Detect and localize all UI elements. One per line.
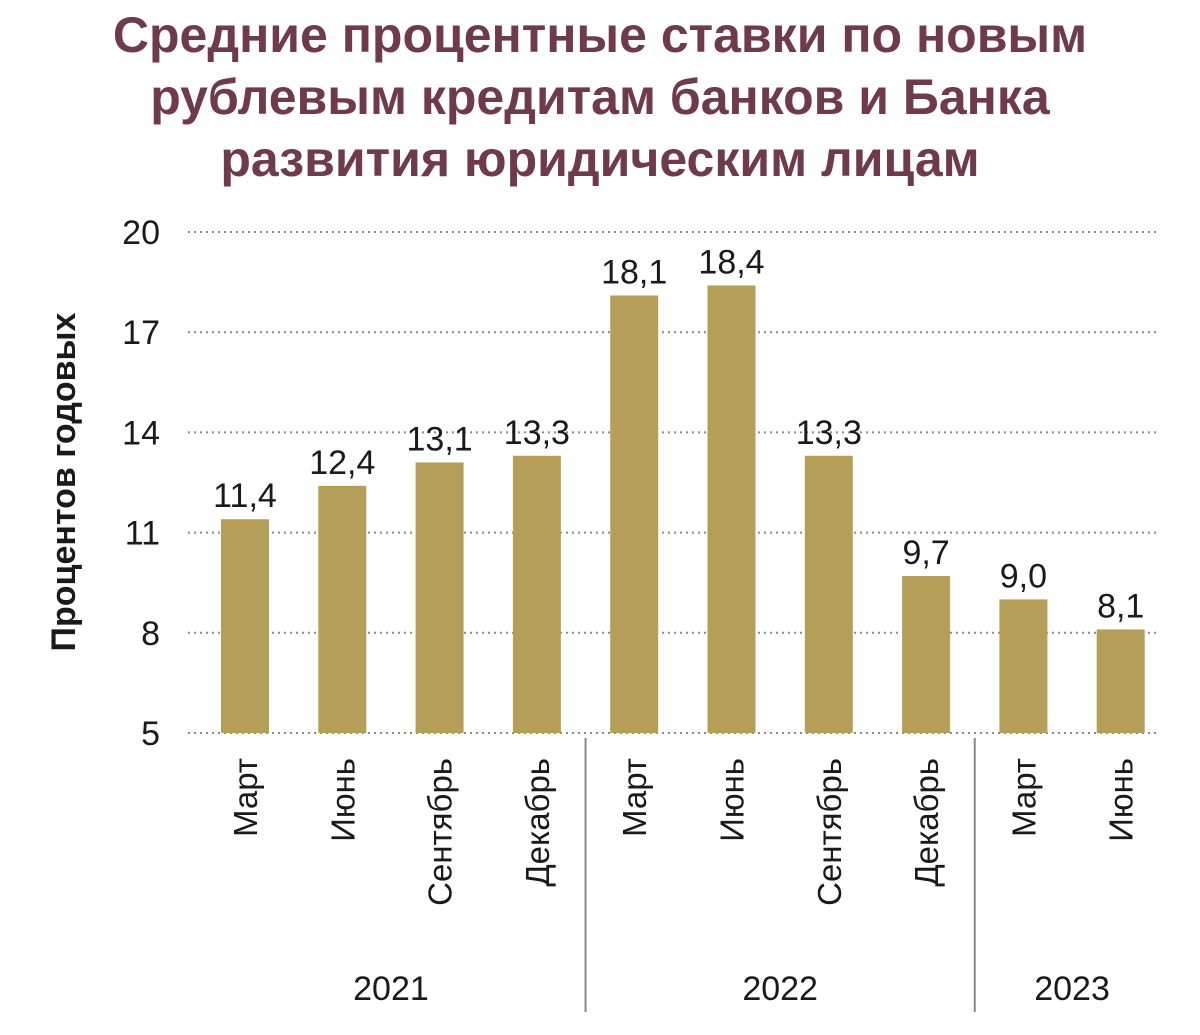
bars — [221, 285, 1145, 733]
chart-title-line-3: развития юридическим лицам — [220, 131, 980, 187]
category-label: Март — [227, 758, 264, 837]
category-label: Июнь — [714, 758, 751, 842]
data-label: 13,3 — [504, 414, 570, 452]
category-label: Декабрь — [519, 758, 556, 887]
bar — [999, 599, 1048, 733]
data-label: 18,1 — [601, 253, 667, 291]
data-label: 12,4 — [309, 444, 375, 482]
y-tick-label: 20 — [122, 214, 160, 252]
data-label: 11,4 — [213, 477, 277, 515]
y-tick-labels: 5 8 11 14 17 20 — [122, 214, 160, 753]
category-label: Сентябрь — [811, 758, 848, 906]
year-label: 2021 — [353, 970, 429, 1008]
data-label: 9,7 — [902, 534, 949, 572]
value-labels: 11,4 12,4 13,1 13,3 18,1 18,4 13,3 9,7 9,0 8,1 — [213, 243, 1144, 625]
bar — [707, 285, 756, 733]
category-label: Сентябрь — [422, 758, 459, 906]
bar — [1096, 629, 1145, 733]
bar — [804, 455, 853, 733]
bar — [512, 455, 561, 733]
category-labels: Март Июнь Сентябрь Декабрь Март Июнь Сентябрь Д… — [227, 758, 1140, 906]
category-label: Март — [616, 758, 653, 837]
y-axis-label: Процентов годовых — [45, 312, 83, 651]
y-tick-label: 11 — [125, 515, 160, 553]
year-label: 2023 — [1034, 970, 1110, 1008]
data-label: 13,3 — [796, 414, 862, 452]
data-label: 13,1 — [407, 420, 473, 458]
data-label: 9,0 — [1000, 557, 1047, 595]
chart-title-line-1: Средние процентные ставки по новым — [112, 7, 1088, 63]
bar — [221, 519, 269, 733]
y-tick-label: 5 — [141, 715, 160, 753]
chart-title: Средние процентные ставки по новым рубле… — [0, 4, 1200, 190]
category-label: Март — [1005, 758, 1042, 837]
data-label: 8,1 — [1097, 587, 1144, 625]
category-label: Декабрь — [908, 758, 945, 887]
bar — [902, 576, 951, 733]
chart-title-line-2: рублевым кредитам банков и Банка — [150, 69, 1050, 125]
bar — [610, 295, 659, 733]
year-groups: 2021 2022 2023 — [353, 738, 1110, 1012]
category-label: Июнь — [324, 758, 361, 842]
category-label: Июнь — [1103, 758, 1140, 842]
data-label: 18,4 — [698, 243, 764, 281]
y-tick-label: 17 — [122, 314, 160, 352]
bar — [415, 462, 464, 733]
y-tick-label: 14 — [122, 414, 160, 452]
bar — [318, 485, 367, 733]
y-tick-label: 8 — [141, 615, 160, 653]
year-label: 2022 — [742, 970, 818, 1008]
